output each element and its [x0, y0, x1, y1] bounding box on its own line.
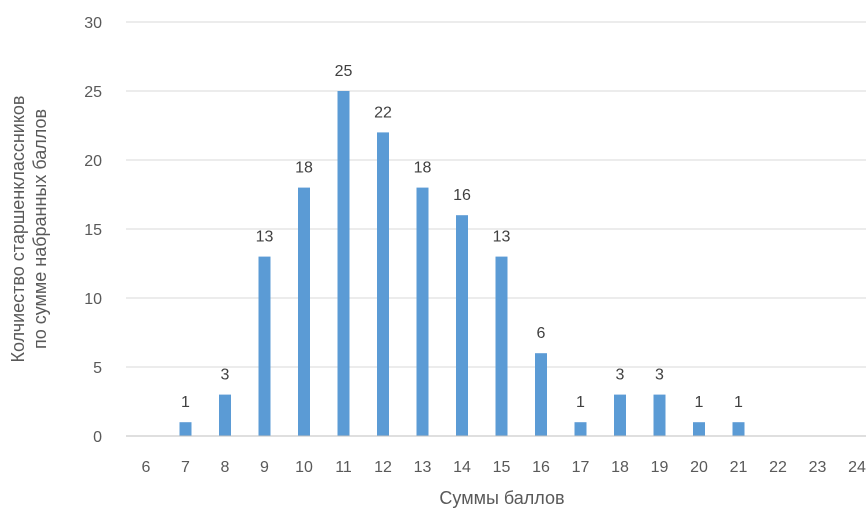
- x-axis-title: Суммы баллов: [439, 488, 564, 508]
- bar-13: [416, 187, 429, 436]
- data-label-16: 6: [537, 325, 546, 342]
- y-axis-ticks: 0 5 10 15 20 25 30: [84, 15, 102, 446]
- bar-7: [179, 422, 192, 436]
- y-tick-label-0: 0: [93, 429, 102, 446]
- data-label-13: 18: [414, 160, 432, 177]
- bar-14: [456, 215, 468, 436]
- data-label-11: 25: [335, 63, 353, 80]
- x-tick-label-6: 6: [142, 459, 151, 476]
- bar-12: [377, 132, 389, 436]
- x-tick-label-15: 15: [493, 459, 511, 476]
- bar-11: [337, 91, 350, 436]
- x-tick-label-18: 18: [611, 459, 629, 476]
- bars: [179, 91, 745, 436]
- x-tick-label-22: 22: [769, 459, 787, 476]
- data-label-17: 1: [576, 394, 585, 411]
- x-tick-label-23: 23: [809, 459, 827, 476]
- x-tick-label-8: 8: [221, 459, 230, 476]
- y-tick-label-15: 15: [84, 222, 102, 239]
- x-tick-label-11: 11: [335, 459, 352, 476]
- data-label-9: 13: [256, 229, 274, 246]
- bar-16: [535, 353, 547, 436]
- x-tick-label-12: 12: [374, 459, 392, 476]
- data-label-15: 13: [493, 229, 511, 246]
- x-tick-label-16: 16: [532, 459, 550, 476]
- data-label-20: 1: [695, 394, 704, 411]
- y-tick-label-5: 5: [93, 360, 102, 377]
- bar-21: [732, 422, 745, 436]
- x-tick-label-13: 13: [414, 459, 432, 476]
- x-tick-label-19: 19: [651, 459, 669, 476]
- bar-9: [258, 256, 271, 436]
- y-axis-title-line-2: по сумме набранных баллов: [30, 109, 50, 349]
- data-label-18: 3: [616, 367, 625, 384]
- data-label-7: 1: [181, 394, 190, 411]
- data-label-19: 3: [655, 367, 664, 384]
- y-axis-title-line-1: Колчиество старшенклассников: [8, 96, 28, 363]
- data-label-8: 3: [221, 367, 230, 384]
- grid-lines: [126, 21, 866, 368]
- y-tick-label-30: 30: [84, 15, 102, 32]
- data-label-12: 22: [374, 104, 392, 121]
- x-tick-label-21: 21: [730, 459, 748, 476]
- bar-19: [653, 394, 666, 436]
- y-tick-label-25: 25: [84, 84, 102, 101]
- data-label-21: 1: [734, 394, 743, 411]
- bar-17: [574, 422, 587, 436]
- data-label-14: 16: [453, 187, 471, 204]
- bar-18: [614, 394, 626, 436]
- x-axis-ticks: 6 7 8 9 10 11 12 13 14 15 16 17 18 19 20 21 22 23 24: [142, 459, 866, 476]
- y-tick-label-20: 20: [84, 153, 102, 170]
- data-label-10: 18: [295, 160, 313, 177]
- bar-20: [693, 422, 705, 436]
- x-tick-label-9: 9: [260, 459, 269, 476]
- x-tick-label-10: 10: [295, 459, 313, 476]
- x-tick-label-14: 14: [453, 459, 471, 476]
- x-tick-label-17: 17: [572, 459, 590, 476]
- bar-10: [298, 187, 310, 436]
- x-tick-label-20: 20: [690, 459, 708, 476]
- bar-15: [495, 256, 508, 436]
- y-tick-label-10: 10: [84, 291, 102, 308]
- x-tick-label-24: 24: [848, 459, 866, 476]
- x-tick-label-7: 7: [181, 459, 190, 476]
- bar-8: [219, 394, 231, 436]
